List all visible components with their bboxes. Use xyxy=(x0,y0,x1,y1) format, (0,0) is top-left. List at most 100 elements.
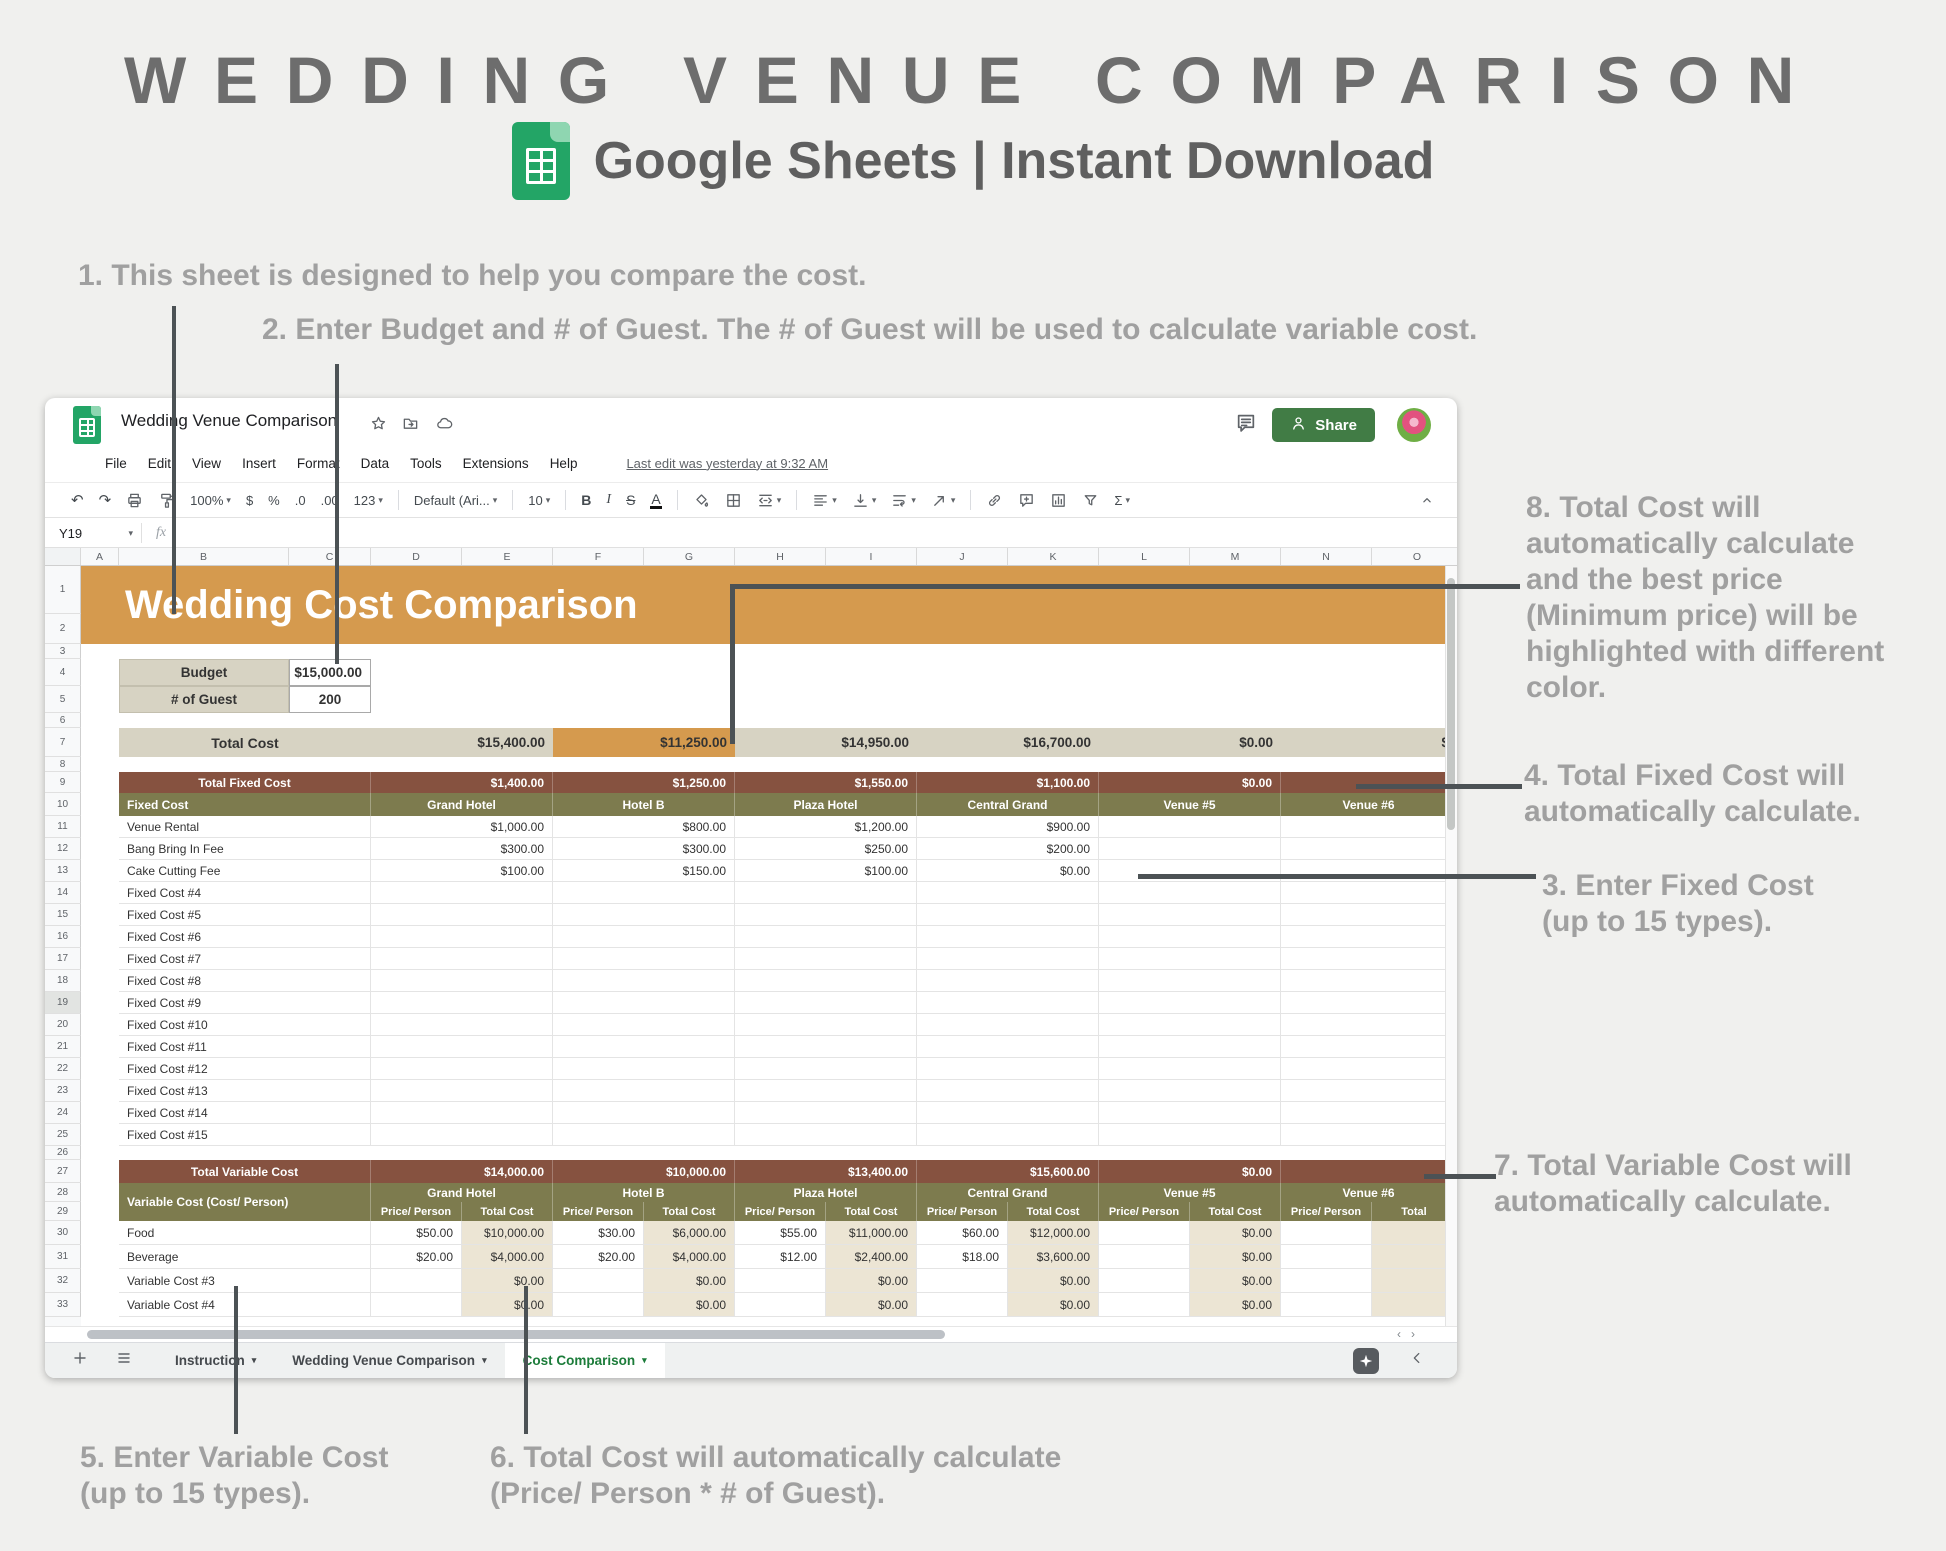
column-header-A[interactable]: A xyxy=(81,548,119,565)
row-header-29[interactable]: 29 xyxy=(45,1202,81,1221)
column-header-M[interactable]: M xyxy=(1190,548,1281,565)
collapse-toolbar-icon[interactable] xyxy=(1419,492,1435,513)
menu-item-format[interactable]: Format xyxy=(296,455,340,471)
row-header-24[interactable]: 24 xyxy=(45,1102,81,1124)
spreadsheet-grid[interactable]: Wedding Cost Comparison Budget $15,000.00 #… xyxy=(81,566,1457,1326)
row-header-9[interactable]: 9 xyxy=(45,772,81,793)
row-header-10[interactable]: 10 xyxy=(45,793,81,816)
row-header-13[interactable]: 13 xyxy=(45,860,81,882)
sheet-tab-wedding-venue-comparison[interactable]: Wedding Venue Comparison ▾ xyxy=(292,1353,487,1368)
move-folder-icon[interactable] xyxy=(402,415,419,437)
vertical-scrollbar-thumb[interactable] xyxy=(1447,578,1455,830)
font-select[interactable]: Default (Ari... ▾ xyxy=(413,492,498,508)
row-header-3[interactable]: 3 xyxy=(45,644,81,659)
menu-item-file[interactable]: File xyxy=(105,455,127,471)
column-header-D[interactable]: D xyxy=(371,548,462,565)
row-header-5[interactable]: 5 xyxy=(45,686,81,713)
filter-icon[interactable] xyxy=(1082,492,1099,509)
row-header-4[interactable]: 4 xyxy=(45,659,81,686)
name-box[interactable]: Y19 ▾ xyxy=(59,525,133,541)
column-header-F[interactable]: F xyxy=(553,548,644,565)
vertical-align-icon[interactable]: ▾ xyxy=(852,492,876,509)
row-header-8[interactable]: 8 xyxy=(45,757,81,772)
text-rotate-icon[interactable]: ▾ xyxy=(931,492,955,509)
row-header-11[interactable]: 11 xyxy=(45,816,81,838)
row-header-17[interactable]: 17 xyxy=(45,948,81,970)
sheet-tab-cost-comparison[interactable]: Cost Comparison ▾ xyxy=(504,1342,665,1378)
row-header-23[interactable]: 23 xyxy=(45,1080,81,1102)
merge-cells-icon[interactable]: ▾ xyxy=(757,492,781,509)
select-all-corner[interactable] xyxy=(45,548,81,565)
column-header-O[interactable]: O xyxy=(1372,548,1457,565)
column-header-E[interactable]: E xyxy=(462,548,553,565)
format-currency-button[interactable]: $ xyxy=(245,492,254,508)
borders-icon[interactable] xyxy=(725,492,742,509)
row-header-25[interactable]: 25 xyxy=(45,1124,81,1146)
menu-item-tools[interactable]: Tools xyxy=(410,455,442,471)
text-color-button[interactable]: A xyxy=(650,490,662,509)
row-header-7[interactable]: 7 xyxy=(45,728,81,757)
row-header-20[interactable]: 20 xyxy=(45,1014,81,1036)
horizontal-scrollbar-thumb[interactable] xyxy=(87,1330,945,1339)
number-format-select[interactable]: 123 ▾ xyxy=(353,492,383,508)
row-header-21[interactable]: 21 xyxy=(45,1036,81,1058)
column-header-I[interactable]: I xyxy=(826,548,917,565)
undo-icon[interactable]: ↶ xyxy=(71,492,84,509)
scrollbar-arrows[interactable]: ‹› xyxy=(1397,1327,1425,1341)
menu-item-help[interactable]: Help xyxy=(549,455,578,471)
insert-chart-icon[interactable] xyxy=(1050,492,1067,509)
menu-item-view[interactable]: View xyxy=(192,455,222,471)
fill-color-icon[interactable] xyxy=(693,492,710,509)
comment-history-icon[interactable] xyxy=(1235,412,1257,439)
redo-icon[interactable]: ↷ xyxy=(98,492,112,509)
last-edit-link[interactable]: Last edit was yesterday at 9:32 AM xyxy=(626,455,829,471)
column-header-K[interactable]: K xyxy=(1008,548,1099,565)
column-header-N[interactable]: N xyxy=(1281,548,1372,565)
avatar[interactable] xyxy=(1397,408,1431,442)
add-sheet-icon[interactable] xyxy=(71,1349,89,1372)
row-header-15[interactable]: 15 xyxy=(45,904,81,926)
functions-button[interactable]: Σ ▾ xyxy=(1114,492,1130,508)
column-header-B[interactable]: B xyxy=(119,548,289,565)
italic-button[interactable]: I xyxy=(606,492,612,507)
menu-item-extensions[interactable]: Extensions xyxy=(462,455,529,471)
increase-decimals-button[interactable]: .00 xyxy=(320,492,339,508)
row-header-28[interactable]: 28 xyxy=(45,1183,81,1202)
row-header-6[interactable]: 6 xyxy=(45,713,81,728)
column-header-G[interactable]: G xyxy=(644,548,735,565)
bold-button[interactable]: B xyxy=(581,492,592,508)
menu-item-insert[interactable]: Insert xyxy=(242,455,276,471)
row-header-14[interactable]: 14 xyxy=(45,882,81,904)
insert-link-icon[interactable] xyxy=(986,492,1003,509)
row-header-33[interactable]: 33 xyxy=(45,1293,81,1317)
zoom-select[interactable]: 100% ▾ xyxy=(190,492,231,508)
row-header-22[interactable]: 22 xyxy=(45,1058,81,1080)
row-header-16[interactable]: 16 xyxy=(45,926,81,948)
decrease-decimals-button[interactable]: .0 xyxy=(294,492,306,508)
row-header-27[interactable]: 27 xyxy=(45,1160,81,1183)
document-title[interactable]: Wedding Venue Comparison xyxy=(121,411,338,430)
insert-comment-icon[interactable] xyxy=(1018,492,1035,509)
chevron-left-icon[interactable] xyxy=(1409,1350,1425,1371)
row-header-31[interactable]: 31 xyxy=(45,1245,81,1269)
row-header-26[interactable]: 26 xyxy=(45,1146,81,1160)
star-icon[interactable] xyxy=(370,415,387,437)
strikethrough-button[interactable]: S xyxy=(626,492,636,508)
column-header-H[interactable]: H xyxy=(735,548,826,565)
column-header-J[interactable]: J xyxy=(917,548,1008,565)
print-icon[interactable] xyxy=(126,492,143,509)
row-header-30[interactable]: 30 xyxy=(45,1221,81,1245)
column-header-L[interactable]: L xyxy=(1099,548,1190,565)
all-sheets-icon[interactable] xyxy=(115,1349,133,1372)
font-size-select[interactable]: 10 ▾ xyxy=(528,492,551,508)
format-percent-button[interactable]: % xyxy=(268,492,280,508)
sheets-file-icon[interactable] xyxy=(73,406,101,444)
row-header-12[interactable]: 12 xyxy=(45,838,81,860)
row-header-32[interactable]: 32 xyxy=(45,1269,81,1293)
text-wrap-icon[interactable]: ▾ xyxy=(891,492,916,509)
row-header-19[interactable]: 19 xyxy=(45,992,81,1014)
explore-icon[interactable] xyxy=(1353,1348,1379,1374)
horizontal-align-icon[interactable]: ▾ xyxy=(812,492,837,509)
sheet-tab-instruction[interactable]: Instruction ▾ xyxy=(175,1353,257,1368)
column-header-C[interactable]: C xyxy=(289,548,371,565)
